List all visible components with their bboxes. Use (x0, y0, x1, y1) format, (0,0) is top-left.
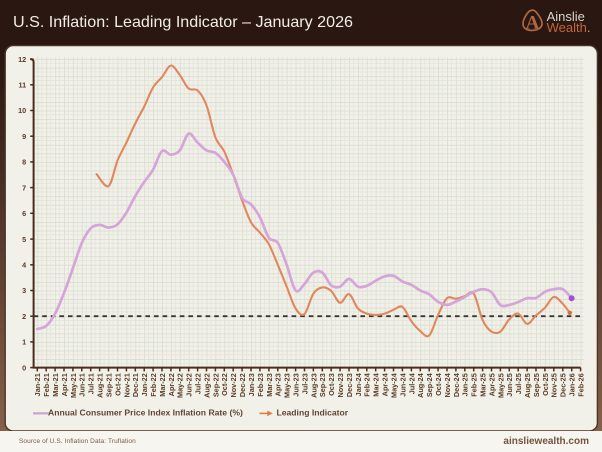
svg-text:Wealth.: Wealth. (547, 20, 591, 35)
svg-text:Sep-23: Sep-23 (318, 373, 327, 397)
svg-text:Mar-21: Mar-21 (51, 373, 60, 397)
svg-text:Sep-24: Sep-24 (425, 372, 434, 397)
svg-text:Sep-25: Sep-25 (532, 373, 541, 397)
svg-text:Mar-23: Mar-23 (265, 373, 274, 397)
svg-text:Jul-22: Jul-22 (194, 373, 203, 394)
svg-text:Oct-22: Oct-22 (220, 373, 229, 396)
svg-text:Apr-22: Apr-22 (167, 373, 176, 396)
svg-text:Jul-23: Jul-23 (300, 373, 309, 394)
svg-text:May-23: May-23 (283, 373, 292, 398)
svg-text:7: 7 (22, 183, 26, 192)
svg-text:11: 11 (18, 81, 26, 90)
svg-text:Apr-24: Apr-24 (381, 372, 390, 396)
svg-text:Jan-22: Jan-22 (140, 373, 149, 396)
svg-text:Dec-22: Dec-22 (238, 373, 247, 397)
svg-text:Sep-22: Sep-22 (211, 373, 220, 397)
svg-text:3: 3 (22, 286, 26, 295)
svg-text:Mar-25: Mar-25 (479, 373, 488, 397)
svg-text:Feb-25: Feb-25 (470, 373, 479, 397)
svg-text:Aug-25: Aug-25 (523, 373, 532, 398)
svg-text:Mar-22: Mar-22 (158, 373, 167, 397)
svg-text:Feb-24: Feb-24 (363, 372, 372, 396)
svg-text:Oct-24: Oct-24 (434, 372, 443, 396)
svg-text:Dec-24: Dec-24 (452, 372, 461, 397)
svg-text:5: 5 (22, 235, 26, 244)
svg-text:Leading Indicator: Leading Indicator (277, 407, 349, 417)
svg-text:Oct-23: Oct-23 (327, 373, 336, 396)
svg-text:Aug-22: Aug-22 (202, 373, 211, 398)
svg-text:Feb-26: Feb-26 (577, 373, 586, 397)
svg-text:0: 0 (22, 363, 26, 372)
svg-text:Jun-22: Jun-22 (185, 373, 194, 397)
svg-text:Jul-25: Jul-25 (514, 373, 523, 394)
svg-text:Feb-21: Feb-21 (42, 373, 51, 397)
svg-text:May-24: May-24 (389, 372, 398, 398)
svg-text:Jan-21: Jan-21 (33, 373, 42, 396)
svg-text:Ainslie: Ainslie (547, 9, 585, 24)
svg-text:Aug-24: Aug-24 (416, 372, 425, 398)
svg-text:Apr-21: Apr-21 (60, 373, 69, 396)
svg-text:Nov-24: Nov-24 (443, 372, 452, 397)
svg-text:Nov-22: Nov-22 (229, 373, 238, 397)
svg-text:Jan-24: Jan-24 (354, 372, 363, 396)
svg-text:4: 4 (22, 261, 27, 270)
svg-text:Aug-21: Aug-21 (96, 373, 105, 398)
svg-text:Dec-25: Dec-25 (559, 373, 568, 397)
svg-text:Aug-23: Aug-23 (309, 373, 318, 398)
svg-text:May-21: May-21 (69, 373, 78, 398)
svg-text:Dec-21: Dec-21 (131, 373, 140, 397)
svg-text:8: 8 (22, 158, 26, 167)
svg-text:Nov-25: Nov-25 (550, 373, 559, 397)
svg-text:Jul-21: Jul-21 (87, 373, 96, 394)
svg-text:9: 9 (22, 132, 26, 141)
svg-text:Oct-21: Oct-21 (113, 373, 122, 396)
svg-text:May-22: May-22 (176, 373, 185, 398)
svg-text:Mar-24: Mar-24 (372, 372, 381, 396)
svg-text:Jun-23: Jun-23 (292, 373, 301, 397)
svg-text:Jan-26: Jan-26 (568, 373, 577, 396)
svg-text:Nov-21: Nov-21 (122, 373, 131, 397)
svg-text:6: 6 (22, 209, 26, 218)
svg-text:Jan-23: Jan-23 (247, 373, 256, 396)
svg-text:Jan-25: Jan-25 (461, 373, 470, 396)
svg-text:Nov-23: Nov-23 (336, 373, 345, 397)
svg-text:2: 2 (22, 312, 26, 321)
svg-text:12: 12 (18, 55, 26, 64)
svg-text:Feb-22: Feb-22 (149, 373, 158, 397)
svg-text:Jun-21: Jun-21 (78, 373, 87, 397)
svg-text:Feb-23: Feb-23 (256, 373, 265, 397)
svg-text:Sep-21: Sep-21 (104, 373, 113, 397)
svg-text:May-25: May-25 (496, 373, 505, 398)
svg-text:Jul-24: Jul-24 (407, 372, 416, 394)
svg-text:Oct-25: Oct-25 (541, 373, 550, 396)
svg-text:1: 1 (22, 338, 26, 347)
svg-text:Jun-25: Jun-25 (505, 373, 514, 397)
svg-text:Annual Consumer Price Index In: Annual Consumer Price Index Inflation Ra… (48, 407, 243, 417)
svg-text:Apr-23: Apr-23 (274, 373, 283, 396)
svg-text:Apr-25: Apr-25 (487, 373, 496, 396)
svg-text:A: A (526, 12, 540, 33)
svg-text:10: 10 (18, 106, 26, 115)
svg-text:Jun-24: Jun-24 (398, 372, 407, 396)
svg-text:Dec-23: Dec-23 (345, 373, 354, 397)
